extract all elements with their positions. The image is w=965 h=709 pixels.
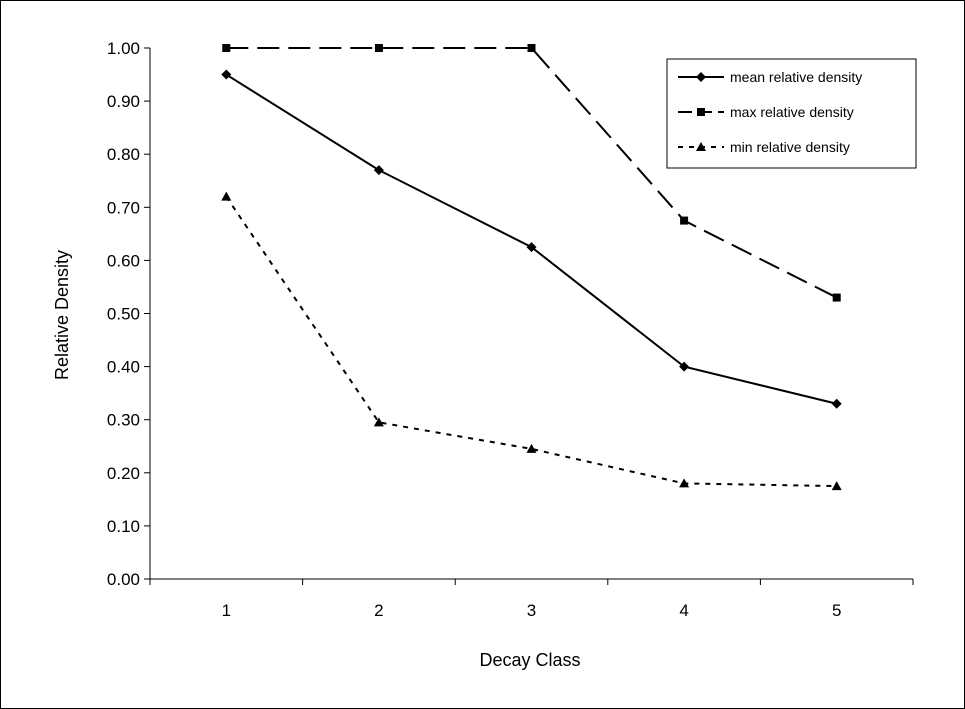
series-diamond [221, 69, 842, 409]
x-axis-title: Decay Class [479, 650, 580, 670]
legend-label: min relative density [730, 139, 850, 155]
data-point [831, 481, 842, 491]
legend-marker [696, 142, 706, 151]
x-tick-label: 5 [832, 601, 841, 620]
x-tick-label: 3 [527, 601, 536, 620]
legend: mean relative density max relative densit… [666, 58, 917, 169]
data-point [527, 44, 536, 52]
y-tick-label: 0.00 [107, 570, 140, 589]
y-tick-label: 0.60 [107, 251, 140, 270]
x-axis: 1 2 3 4 5 [149, 578, 914, 620]
data-point [680, 216, 689, 225]
x-tick-label: 2 [374, 601, 383, 620]
data-point [526, 242, 537, 253]
legend-item: min relative density [678, 139, 850, 155]
data-point [832, 293, 841, 302]
series-triangle [221, 191, 842, 491]
data-point [221, 69, 232, 80]
series-line [226, 47, 838, 299]
data-point [526, 443, 537, 453]
legend-label: mean relative density [730, 69, 862, 85]
data-point [679, 361, 690, 372]
data-point [373, 417, 384, 427]
data-point [374, 44, 383, 52]
y-tick-label: 0.20 [107, 464, 140, 483]
data-point [831, 398, 842, 409]
legend-label: max relative density [730, 104, 854, 120]
legend-marker [697, 108, 705, 116]
data-point [221, 191, 232, 201]
y-tick-label: 0.10 [107, 517, 140, 536]
y-tick-label: 1.00 [107, 39, 140, 58]
y-axis: 0.00 0.10 0.20 0.30 0.40 0.50 0.60 0.70 0.80 0.90… [107, 39, 151, 589]
series-square [222, 44, 841, 302]
data-point [222, 44, 231, 52]
legend-item: max relative density [678, 104, 854, 120]
series-layer [221, 44, 842, 491]
y-axis-title: Relative Density [52, 250, 72, 380]
y-tick-label: 0.30 [107, 411, 140, 430]
x-tick-label: 1 [222, 601, 231, 620]
legend-marker [696, 72, 706, 82]
data-point [373, 165, 384, 176]
legend-item: mean relative density [678, 69, 862, 85]
x-tick-label: 4 [679, 601, 688, 620]
data-point [679, 478, 690, 488]
y-tick-label: 0.70 [107, 198, 140, 217]
y-tick-label: 0.90 [107, 92, 140, 111]
y-tick-label: 0.80 [107, 145, 140, 164]
y-tick-label: 0.50 [107, 305, 140, 324]
series-line [225, 196, 837, 488]
y-tick-label: 0.40 [107, 358, 140, 377]
